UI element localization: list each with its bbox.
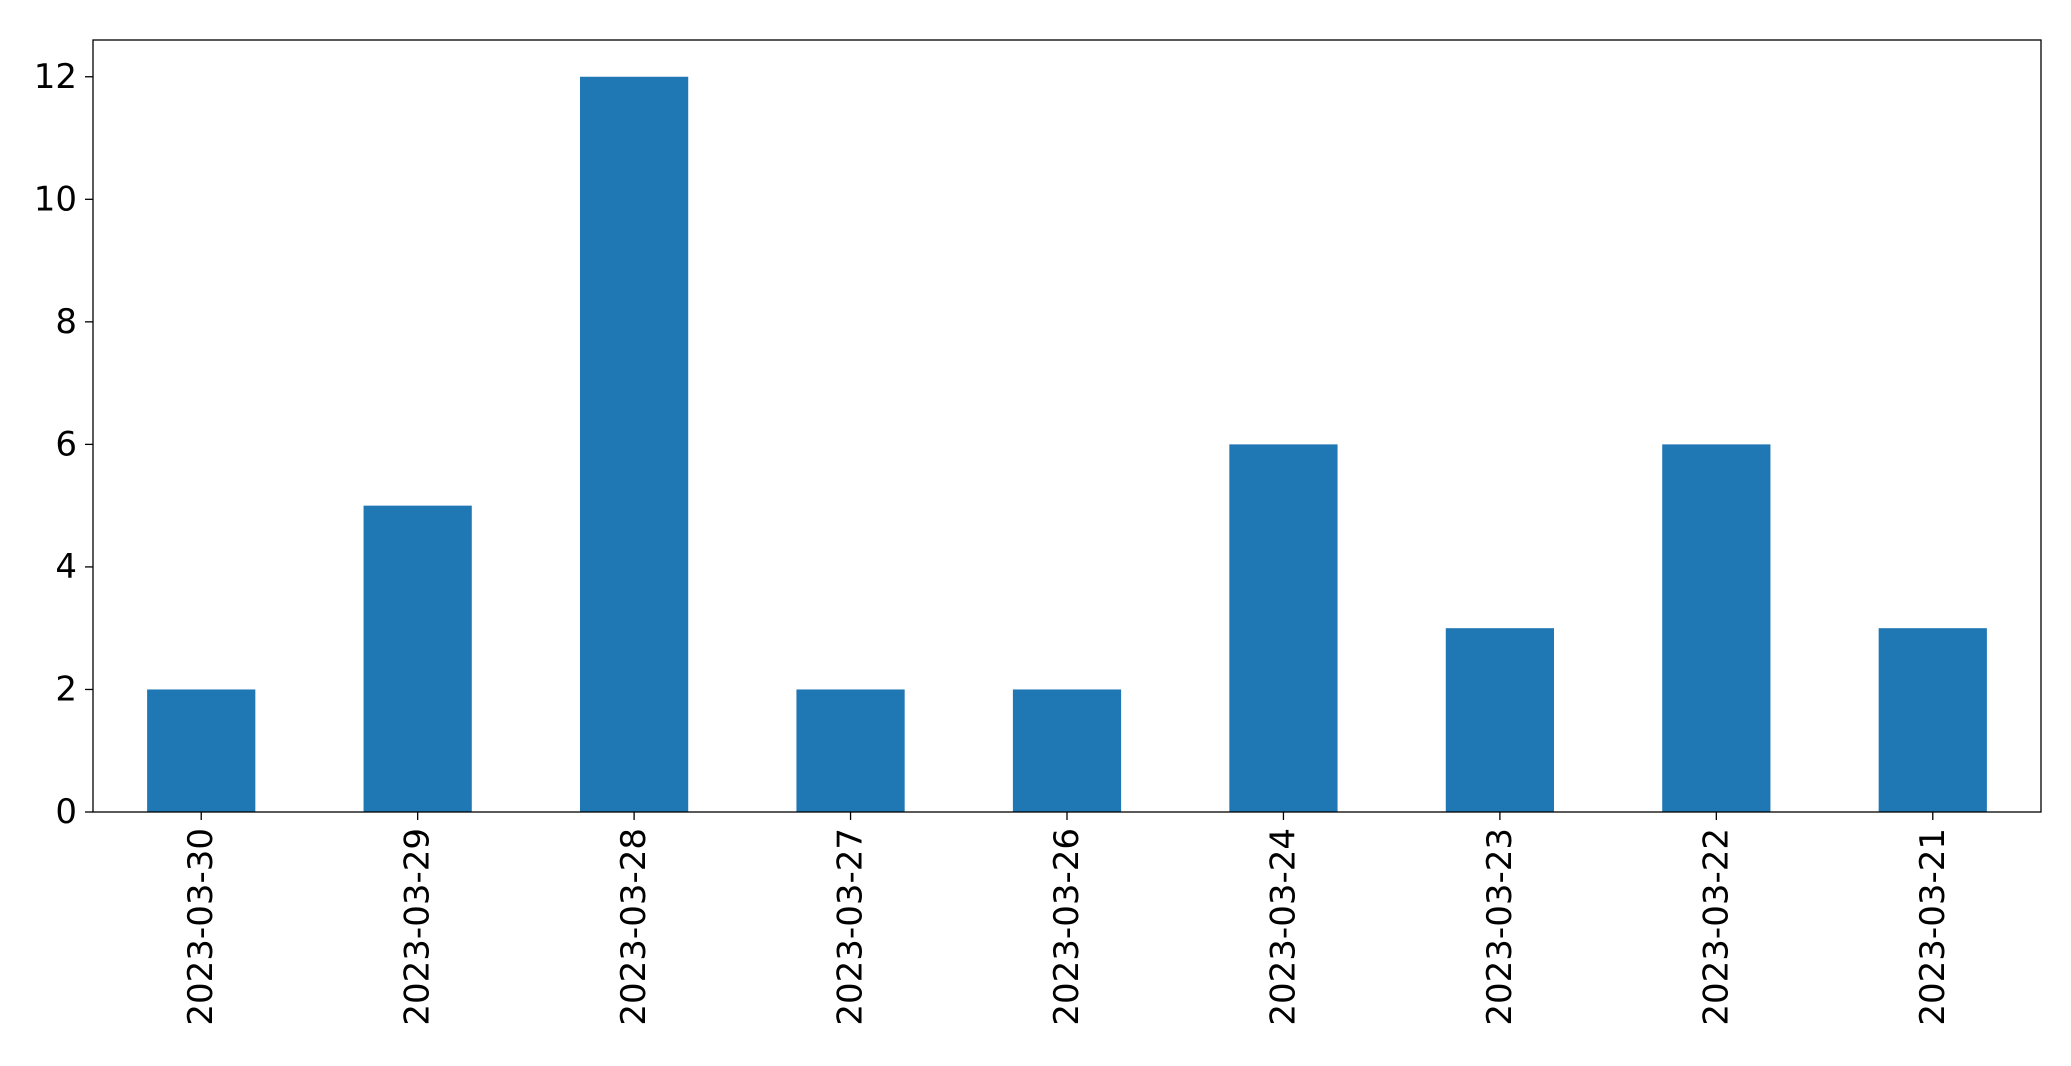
x-tick-label: 2023-03-23 [1480,828,1520,1026]
bar-2023-03-28 [580,76,689,812]
bar-2023-03-26 [1012,689,1122,812]
y-tick-label: 12 [34,57,77,97]
bars-layer [147,76,1987,812]
y-tick-label: 4 [55,547,77,587]
bar-2023-03-29 [363,505,472,812]
x-tick-label: 2023-03-29 [398,828,438,1026]
y-tick-label: 2 [55,669,77,709]
y-axis-ticks: 0 2 4 6 8 10 12 [34,57,93,832]
x-tick-label: 2023-03-22 [1696,828,1736,1026]
x-tick-label: 2023-03-27 [831,828,871,1026]
bar-2023-03-22 [1662,444,1771,812]
bar-2023-03-24 [1229,444,1338,812]
bar-2023-03-27 [796,689,905,812]
y-tick-label: 0 [55,792,77,832]
x-tick-label: 2023-03-28 [614,828,654,1026]
y-tick-label: 10 [34,179,77,219]
bar-2023-03-30 [147,689,256,812]
bar-2023-03-21 [1878,628,1987,812]
x-tick-label: 2023-03-21 [1913,828,1953,1026]
x-tick-label: 2023-03-26 [1047,828,1087,1026]
x-tick-label: 2023-03-30 [181,828,221,1026]
y-tick-label: 8 [55,302,77,342]
x-axis-ticks: 2023-03-30 2023-03-29 2023-03-28 2023-03-27… [181,812,1953,1026]
bar-2023-03-23 [1445,628,1554,812]
x-tick-label: 2023-03-24 [1263,828,1303,1026]
y-tick-label: 6 [55,424,77,464]
